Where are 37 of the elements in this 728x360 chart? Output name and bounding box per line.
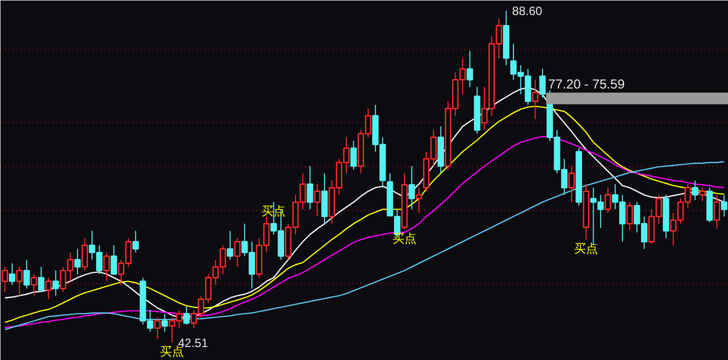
candlestick [350, 140, 357, 170]
band-label: 77.20 - 75.59 [548, 76, 625, 92]
candlestick [416, 187, 422, 214]
candlestick [306, 166, 314, 210]
candlestick [16, 266, 23, 296]
candlestick [720, 194, 728, 217]
candlestick [699, 187, 706, 202]
candlestick [8, 262, 16, 286]
candlestick [52, 270, 59, 296]
candlestick [45, 277, 52, 300]
candlestick [568, 166, 575, 203]
candlestick [234, 238, 241, 268]
candlestick [110, 244, 118, 275]
candlestick [183, 306, 190, 325]
candlestick [692, 180, 698, 200]
candlestick [38, 266, 44, 293]
annotation: 买点 [574, 242, 598, 256]
candlestick [23, 259, 30, 289]
annotation: 88.60 [512, 4, 543, 18]
candlestick [226, 230, 234, 260]
candlestick [466, 50, 474, 88]
candlestick [539, 68, 546, 98]
candlestick [74, 248, 81, 275]
candlestick [314, 184, 320, 217]
annotation: 买点 [392, 231, 416, 246]
candlestick [162, 313, 168, 332]
candlestick [154, 316, 161, 340]
candlestick [132, 230, 139, 253]
candlestick [408, 166, 415, 210]
candlestick [714, 194, 720, 230]
candlestick [30, 274, 38, 296]
annotation: 买点 [262, 204, 286, 218]
candlestick [532, 79, 538, 120]
candlestick [626, 202, 633, 231]
candlestick [82, 238, 88, 271]
candlestick [103, 252, 110, 282]
candlestick [604, 187, 612, 214]
